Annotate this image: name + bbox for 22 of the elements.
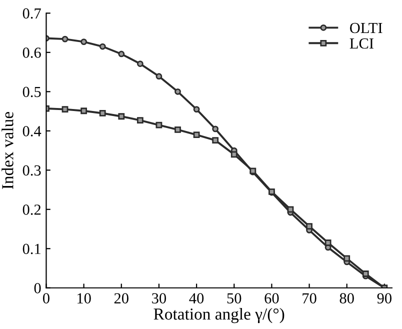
x-tick-label: 70: [302, 293, 316, 304]
x-tick-label: 40: [189, 293, 204, 304]
x-axis-title: Rotation angle γ/(°): [154, 308, 284, 324]
x-tick-label: 60: [264, 293, 279, 304]
legend-label: LCI: [350, 38, 374, 49]
x-tick-label: 10: [78, 293, 91, 304]
y-tick-label: 0.4: [22, 126, 42, 136]
y-tick-label: 0.5: [22, 86, 41, 98]
y-tick-label: 0.3: [22, 165, 41, 176]
legend-label: OLTI: [350, 22, 382, 34]
x-tick-label: 0: [42, 293, 50, 304]
y-tick-label: 0.1: [22, 244, 40, 254]
x-tick-label: 50: [227, 293, 242, 304]
y-axis-title: Index value: [2, 112, 14, 190]
y-tick-label: 0.2: [22, 204, 41, 215]
x-tick-label: 90: [377, 293, 392, 304]
x-tick-label: 20: [114, 293, 128, 304]
x-tick-label: 30: [152, 293, 166, 304]
x-tick-label: 80: [340, 293, 354, 304]
y-tick-label: 0.7: [22, 8, 41, 19]
y-tick-label: 0: [34, 283, 41, 294]
y-tick-label: 0.6: [22, 48, 41, 58]
